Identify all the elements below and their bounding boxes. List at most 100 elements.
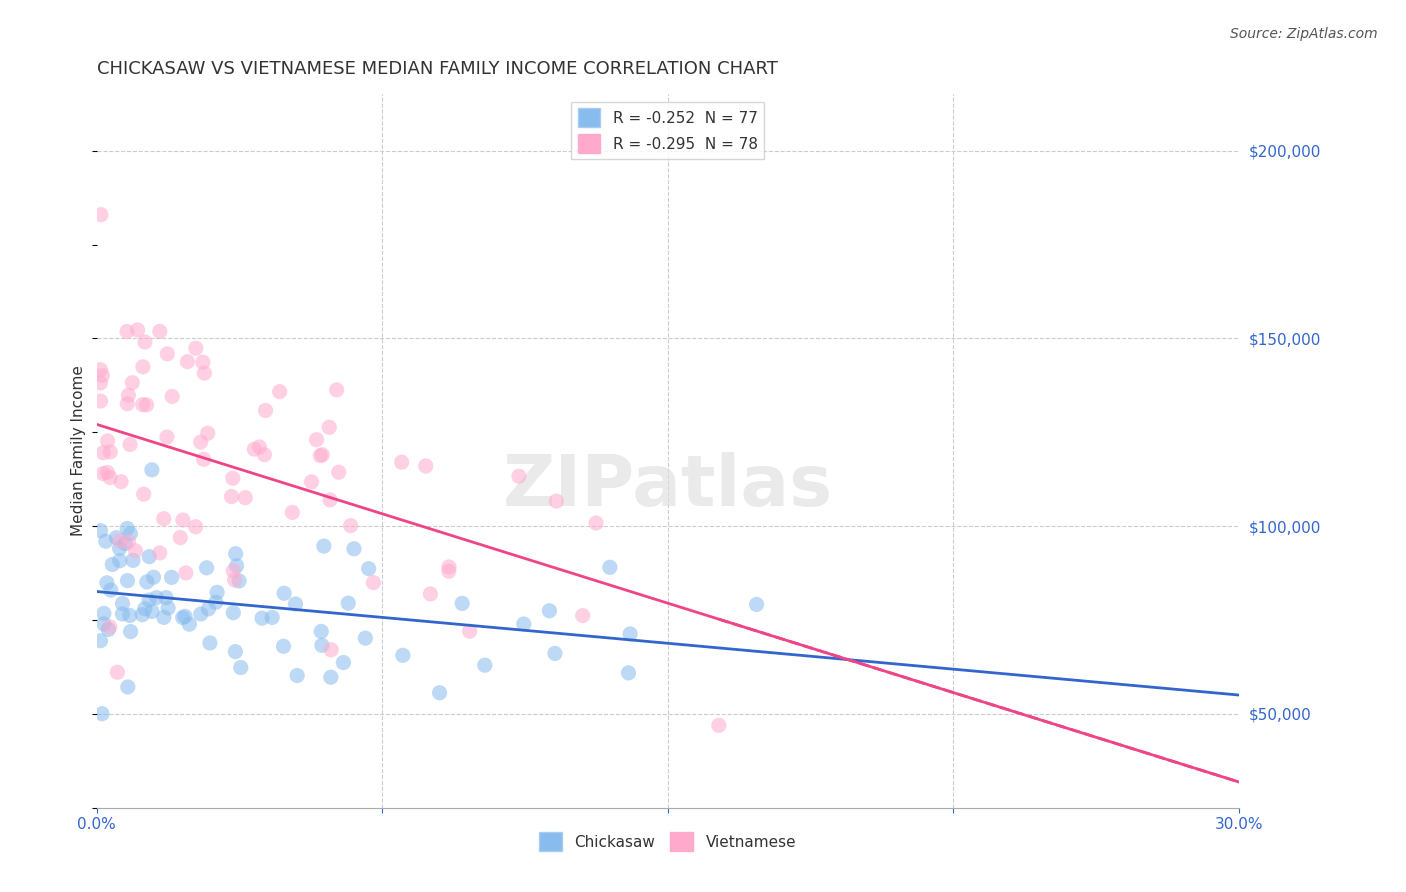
Point — [339, 518, 361, 533]
Text: CHICKASAW VS VIETNAMESE MEDIAN FAMILY INCOME CORRELATION CHART: CHICKASAW VS VIETNAMESE MEDIAN FAMILY IN… — [97, 60, 778, 78]
Point — [96, 466, 118, 480]
Point — [269, 384, 291, 399]
Point — [117, 680, 139, 694]
Point — [571, 608, 593, 623]
Point — [117, 397, 139, 411]
Point — [120, 624, 142, 639]
Y-axis label: Median Family Income: Median Family Income — [72, 366, 86, 536]
Point — [156, 430, 179, 444]
Point — [191, 355, 214, 369]
Point — [328, 465, 350, 479]
Point — [90, 208, 112, 222]
Point — [451, 596, 474, 610]
Point — [91, 368, 114, 383]
Point — [93, 607, 115, 621]
Point — [419, 587, 441, 601]
Point — [222, 606, 245, 620]
Point — [437, 564, 460, 578]
Point — [354, 631, 377, 645]
Point — [325, 383, 347, 397]
Point — [115, 325, 138, 339]
Point — [415, 458, 437, 473]
Point — [156, 347, 179, 361]
Point — [96, 575, 118, 590]
Point — [190, 435, 212, 450]
Point — [262, 610, 284, 624]
Point — [132, 398, 155, 412]
Point — [273, 586, 295, 600]
Point — [91, 706, 114, 721]
Point — [197, 602, 219, 616]
Point — [134, 334, 156, 349]
Point — [437, 560, 460, 574]
Point — [131, 607, 153, 622]
Point — [172, 610, 194, 624]
Point — [195, 561, 218, 575]
Point — [319, 492, 342, 507]
Point — [184, 520, 207, 534]
Point — [100, 583, 122, 598]
Point — [118, 437, 141, 451]
Point — [111, 607, 134, 621]
Point — [205, 585, 228, 599]
Point — [184, 341, 207, 355]
Point — [89, 376, 111, 390]
Point — [254, 403, 277, 417]
Point — [311, 624, 333, 639]
Legend: R = -0.252  N = 77, R = -0.295  N = 78: R = -0.252 N = 77, R = -0.295 N = 78 — [571, 102, 763, 159]
Point — [117, 388, 139, 402]
Point — [513, 617, 536, 632]
Point — [97, 434, 120, 448]
Point — [619, 627, 641, 641]
Point — [204, 595, 226, 609]
Point — [91, 446, 114, 460]
Point — [142, 570, 165, 584]
Point — [285, 668, 308, 682]
Point — [89, 633, 111, 648]
Point — [105, 665, 128, 680]
Point — [174, 566, 197, 580]
Point — [225, 558, 247, 573]
Point — [101, 558, 124, 572]
Point — [132, 359, 155, 374]
Point — [179, 617, 201, 632]
Point — [120, 526, 142, 541]
Point — [458, 624, 481, 639]
Text: ZIPatlas: ZIPatlas — [502, 452, 832, 521]
Point — [98, 470, 121, 484]
Point — [273, 640, 295, 654]
Point — [117, 574, 139, 588]
Point — [115, 521, 138, 535]
Point — [98, 445, 121, 459]
Point — [332, 656, 354, 670]
Point — [429, 686, 451, 700]
Point — [224, 644, 246, 658]
Point — [149, 546, 172, 560]
Point — [141, 604, 163, 618]
Point — [121, 376, 143, 390]
Point — [94, 534, 117, 549]
Point — [222, 564, 245, 578]
Point — [145, 591, 167, 605]
Point — [153, 610, 176, 624]
Point — [89, 394, 111, 409]
Point — [745, 598, 768, 612]
Point — [193, 366, 215, 380]
Point — [228, 574, 250, 588]
Point — [135, 574, 157, 589]
Point — [160, 570, 183, 584]
Point — [318, 420, 340, 434]
Point — [134, 601, 156, 615]
Point — [508, 469, 530, 483]
Point — [110, 475, 132, 489]
Point — [225, 547, 247, 561]
Point — [305, 433, 328, 447]
Point — [108, 554, 131, 568]
Point — [132, 487, 155, 501]
Point — [233, 491, 256, 505]
Point — [243, 442, 266, 457]
Point — [118, 608, 141, 623]
Point — [312, 539, 335, 553]
Point — [391, 455, 413, 469]
Point — [599, 560, 621, 574]
